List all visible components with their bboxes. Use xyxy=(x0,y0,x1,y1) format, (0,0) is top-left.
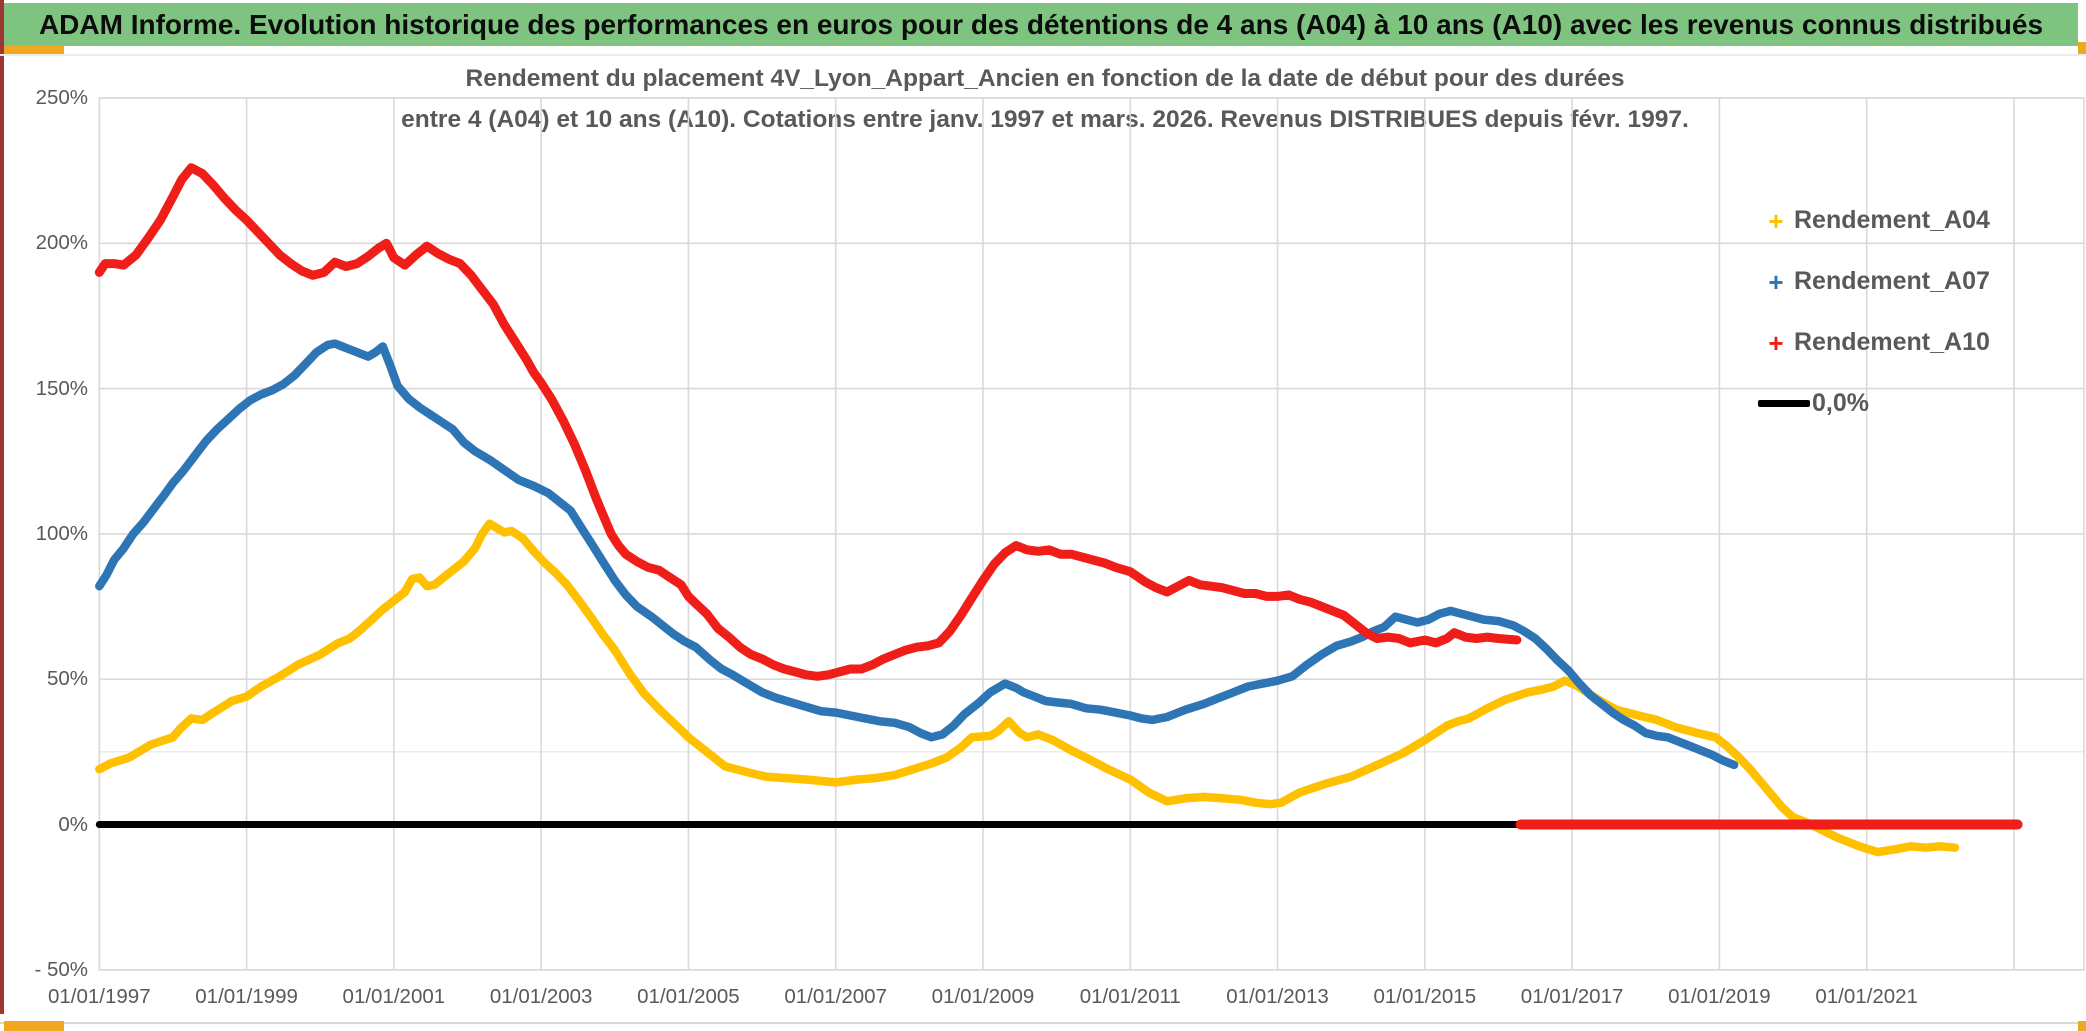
x-axis-tick-label: 01/01/2021 xyxy=(1815,985,1918,1008)
x-axis-tick-label: 01/01/2017 xyxy=(1520,985,1624,1008)
x-axis-tick-label: 01/01/2003 xyxy=(489,985,593,1008)
legend-label: Rendement_A07 xyxy=(1794,267,1990,295)
chart-title: Rendement du placement 4V_Lyon_Appart_An… xyxy=(300,58,1790,140)
x-axis-tick-label: 01/01/2019 xyxy=(1668,985,1771,1008)
bottom-divider xyxy=(0,1022,2086,1024)
header-title: ADAM Informe. Evolution historique des p… xyxy=(38,8,2044,40)
chart-title-line2: entre 4 (A04) et 10 ans (A10). Cotations… xyxy=(401,106,1689,133)
plot-border xyxy=(98,97,2085,971)
legend-item-rendement-a07[interactable]: + Rendement_A07 xyxy=(1758,251,2018,312)
y-axis-tick-label: 150% xyxy=(35,376,88,400)
series-rendement_a04[interactable] xyxy=(95,519,1960,857)
top-left-accent xyxy=(4,46,64,54)
black-line-swatch-icon xyxy=(1758,400,1810,407)
y-axis-tick-label: 100% xyxy=(35,521,88,545)
series-rendement_a10[interactable] xyxy=(94,163,1522,681)
header-banner: ADAM Informe. Evolution historique des p… xyxy=(4,3,2078,46)
x-axis-tick-label: 01/01/2007 xyxy=(784,985,887,1008)
legend-label: 0,0% xyxy=(1812,389,1869,417)
legend-item-zero-line[interactable]: 0,0% xyxy=(1758,373,2018,434)
top-right-accent xyxy=(2078,42,2086,54)
header-divider xyxy=(0,54,2086,56)
y-axis-tick-label: 50% xyxy=(46,667,88,691)
y-axis-tick-label: 0% xyxy=(58,812,88,836)
plus-marker-icon: + xyxy=(1768,327,1784,358)
x-axis-tick-label: 01/01/2005 xyxy=(637,985,740,1008)
legend-item-rendement-a10[interactable]: + Rendement_A10 xyxy=(1758,312,2018,373)
bottom-left-accent xyxy=(4,1021,64,1031)
chart-title-line1: Rendement du placement 4V_Lyon_Appart_An… xyxy=(465,65,1625,92)
legend-label: Rendement_A10 xyxy=(1794,328,1990,356)
plus-marker-icon: + xyxy=(1768,205,1784,236)
x-axis-tick-label: 01/01/2013 xyxy=(1226,985,1329,1008)
left-edge-strip xyxy=(0,0,4,1014)
plus-marker-icon: + xyxy=(1768,266,1784,297)
legend-label: Rendement_A04 xyxy=(1794,206,1990,234)
x-axis-tick-label: 01/01/2011 xyxy=(1079,985,1181,1008)
x-axis-tick-label: 01/01/2009 xyxy=(931,985,1035,1008)
x-axis-tick-label: 01/01/2015 xyxy=(1373,985,1477,1008)
y-axis-tick-label: 200% xyxy=(35,231,88,255)
chart-legend: + Rendement_A04 + Rendement_A07 + Rendem… xyxy=(1758,190,2018,434)
x-axis-tick-label: 01/01/1999 xyxy=(195,985,298,1008)
x-axis-tick-label: 01/01/2001 xyxy=(342,985,446,1008)
x-axis-tick-label: 01/01/1997 xyxy=(47,985,151,1008)
y-axis-tick-label: 250% xyxy=(35,86,88,109)
legend-item-rendement-a04[interactable]: + Rendement_A04 xyxy=(1758,190,2018,251)
y-axis-tick-label: - 50% xyxy=(34,957,88,981)
series-rendement_a07[interactable] xyxy=(95,339,1739,770)
bottom-right-accent xyxy=(2078,1021,2086,1031)
